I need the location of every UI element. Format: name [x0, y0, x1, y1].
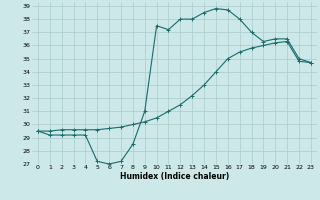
- X-axis label: Humidex (Indice chaleur): Humidex (Indice chaleur): [120, 172, 229, 181]
